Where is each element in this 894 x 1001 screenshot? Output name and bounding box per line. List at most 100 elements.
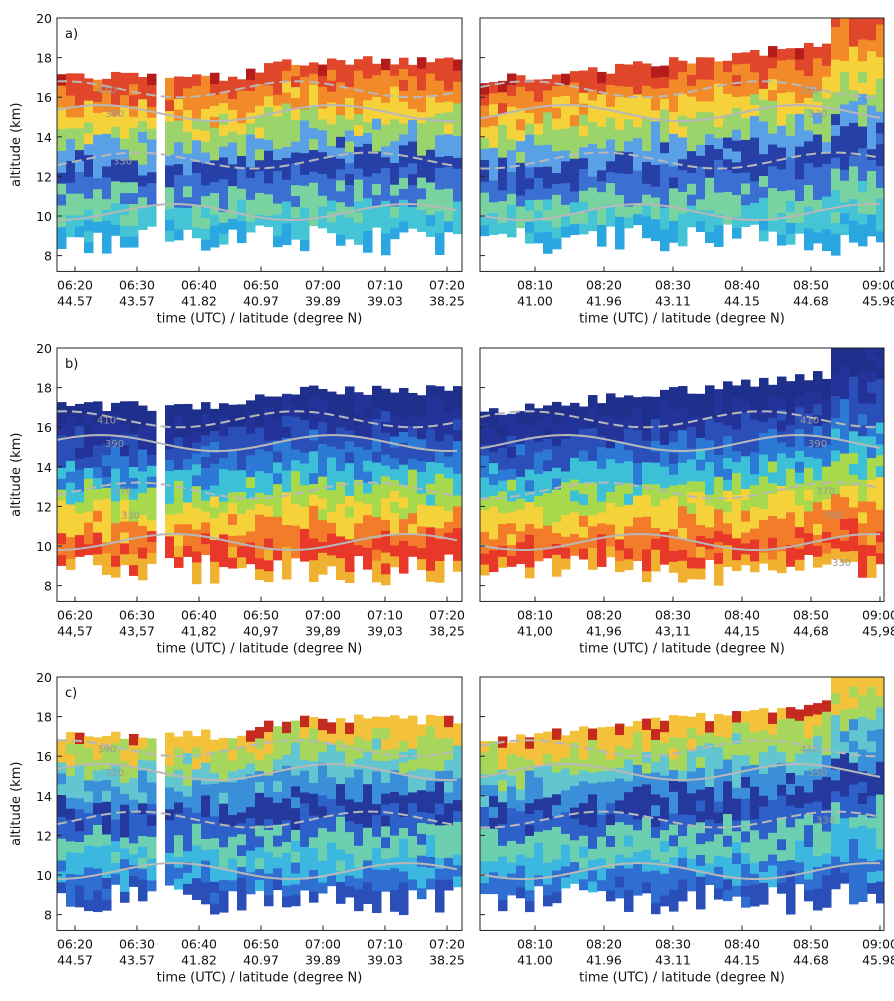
cell	[669, 209, 679, 221]
cell	[273, 148, 283, 161]
cell	[273, 61, 283, 73]
cell	[246, 730, 256, 742]
cell	[336, 448, 346, 461]
cell	[660, 818, 670, 831]
cell	[192, 409, 202, 421]
cell	[57, 139, 67, 151]
cell	[759, 121, 769, 133]
cell	[696, 557, 706, 569]
cell	[705, 111, 715, 124]
cell	[498, 534, 508, 546]
cell	[489, 527, 499, 540]
cell	[426, 171, 436, 183]
cell	[336, 827, 346, 839]
cell	[732, 63, 742, 76]
cell	[372, 858, 382, 870]
cell	[786, 402, 796, 415]
cell	[66, 840, 76, 853]
x-tick-time: 09:00	[862, 277, 894, 292]
cell	[813, 501, 823, 514]
cell	[408, 403, 418, 416]
cell	[732, 754, 742, 766]
cell	[399, 475, 409, 487]
cell	[309, 891, 319, 903]
cell	[687, 869, 697, 881]
cell	[453, 451, 462, 463]
cell	[165, 732, 175, 745]
y-tick-label: 20	[36, 341, 52, 356]
cell	[552, 771, 562, 784]
cell	[264, 161, 274, 173]
cell	[165, 776, 175, 788]
cell	[831, 515, 841, 527]
cell	[552, 499, 562, 512]
cell	[336, 525, 346, 537]
cell	[399, 133, 409, 146]
cell	[705, 548, 715, 561]
cell	[588, 405, 598, 418]
cell	[93, 444, 103, 457]
cell	[867, 762, 877, 775]
cell	[165, 514, 175, 526]
cell	[219, 803, 229, 815]
y-axis-label: altitude (km)	[9, 433, 24, 517]
y-tick-label: 18	[36, 710, 52, 725]
x-tick-time: 07:20	[429, 607, 465, 622]
cell	[480, 159, 490, 171]
cell	[795, 91, 805, 104]
cell	[867, 490, 877, 502]
cell	[66, 493, 76, 505]
cell	[669, 408, 679, 421]
cell	[84, 823, 94, 835]
cell	[111, 851, 121, 863]
cell	[651, 783, 661, 795]
cell	[840, 103, 850, 116]
cell	[507, 775, 517, 787]
cell	[111, 764, 121, 776]
cell	[804, 423, 814, 436]
x-tick-latitude: 40.97	[243, 293, 279, 308]
cell	[183, 861, 193, 873]
cell	[651, 793, 661, 806]
cell	[651, 505, 661, 518]
cell	[408, 173, 418, 186]
cell	[849, 408, 859, 421]
cell	[111, 489, 121, 502]
cell	[75, 545, 85, 557]
cell	[723, 813, 733, 825]
cell	[606, 404, 616, 416]
cell	[264, 829, 274, 841]
cell	[318, 751, 328, 763]
cell	[102, 530, 112, 543]
cell	[561, 514, 571, 526]
cell	[552, 205, 562, 217]
cell	[129, 553, 139, 566]
cell	[417, 525, 427, 538]
cell	[300, 737, 310, 749]
cell	[525, 802, 535, 815]
cell	[102, 801, 112, 813]
cell	[84, 230, 94, 243]
cell	[174, 404, 184, 416]
cell	[615, 788, 625, 801]
cell	[183, 120, 193, 132]
cell	[867, 224, 877, 237]
cell	[804, 467, 814, 479]
cell	[642, 63, 652, 75]
cell	[300, 141, 310, 154]
cell	[147, 421, 157, 434]
cell	[759, 541, 769, 553]
cell	[174, 228, 184, 241]
cell	[552, 456, 562, 468]
cell	[768, 133, 778, 145]
cell	[588, 728, 598, 740]
cell	[282, 765, 292, 777]
cell	[417, 536, 427, 549]
cell	[516, 75, 526, 87]
heatmap	[480, 348, 884, 586]
cell	[588, 427, 598, 440]
cell	[543, 514, 553, 526]
cell	[246, 795, 256, 808]
cell	[624, 395, 634, 407]
cell	[606, 204, 616, 216]
